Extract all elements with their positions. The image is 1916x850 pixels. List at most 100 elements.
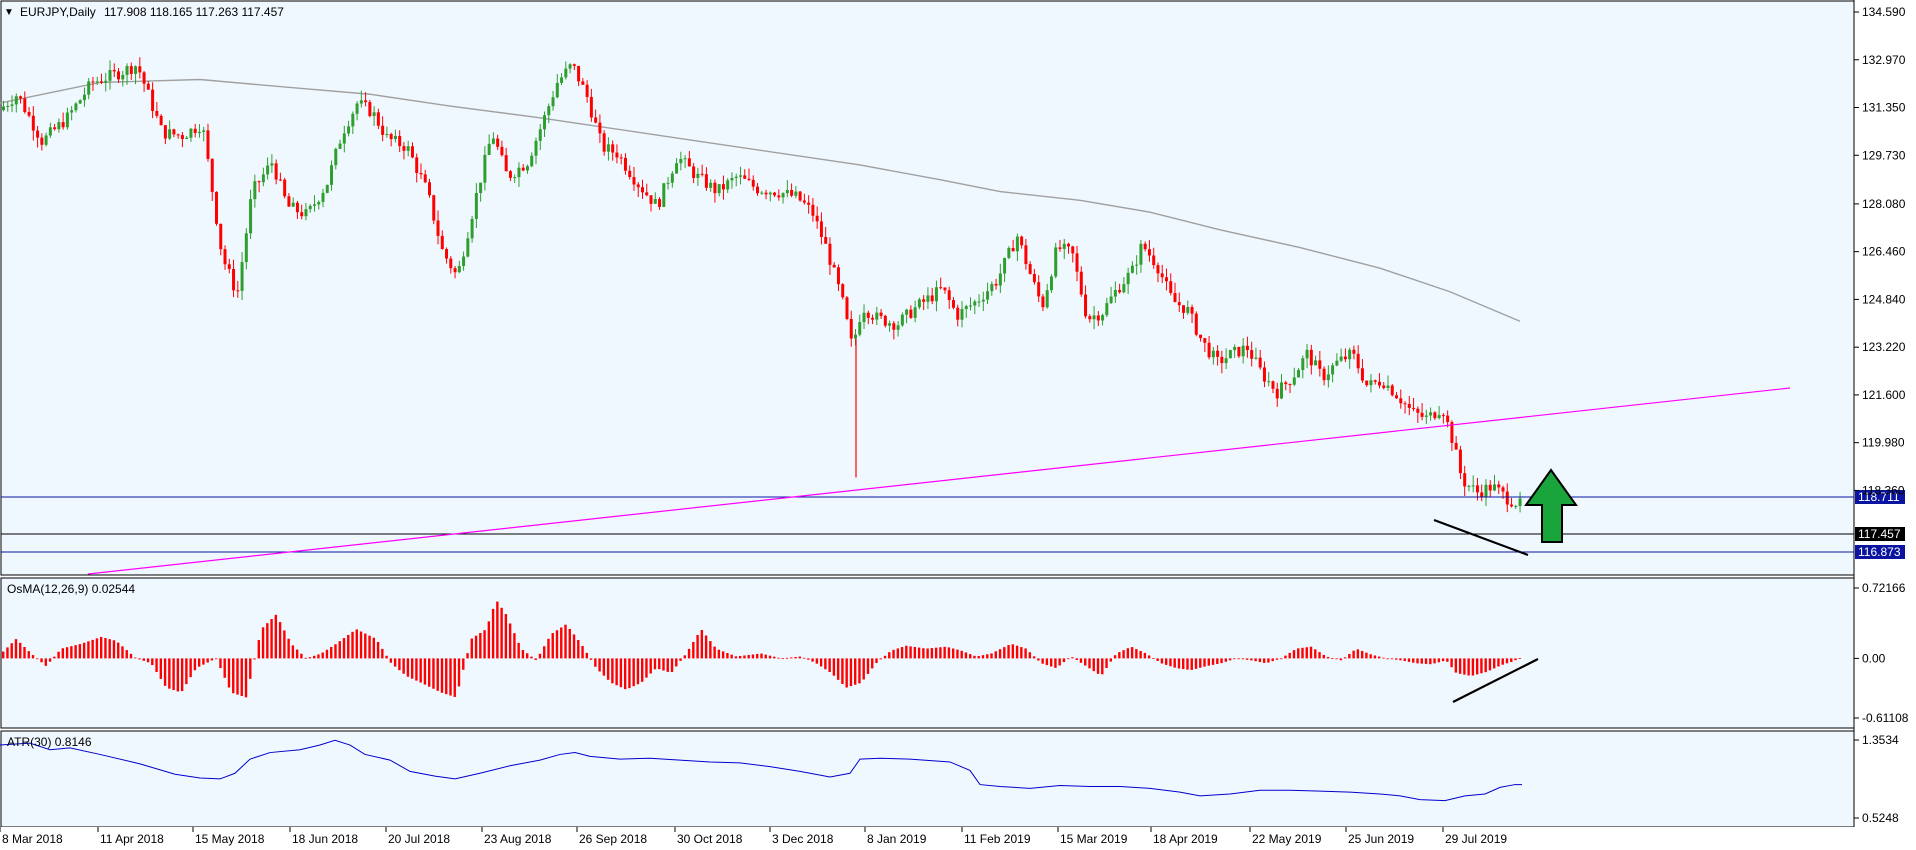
osma-bar <box>1045 658 1049 666</box>
osma-bar <box>496 601 499 659</box>
candle-body <box>330 165 334 185</box>
candle-body <box>1045 290 1049 308</box>
candle-body <box>1446 415 1450 423</box>
candle-body <box>751 179 755 187</box>
candle-body <box>1028 264 1032 274</box>
candle-body <box>922 299 926 302</box>
osma-bar <box>1037 658 1040 661</box>
candle-body <box>432 195 436 221</box>
candle-body <box>815 215 819 222</box>
osma-bar <box>368 635 371 659</box>
osma-bar <box>91 639 94 659</box>
osma-bar <box>768 655 772 659</box>
osma-bar <box>351 631 354 659</box>
candle-body <box>990 283 994 292</box>
osma-bar <box>500 607 503 659</box>
candle-body <box>530 155 534 167</box>
osma-divergence-line[interactable] <box>1452 658 1539 703</box>
osma-bar <box>751 654 755 659</box>
candle-body <box>338 143 342 149</box>
support-trendline[interactable] <box>87 387 1791 575</box>
osma-bar <box>841 658 844 684</box>
candle-body <box>738 175 742 177</box>
candle-body <box>1314 360 1318 366</box>
candle-body <box>521 167 525 171</box>
osma-bar <box>1484 658 1487 673</box>
osma-bar <box>40 658 43 663</box>
candle-body <box>1058 247 1062 249</box>
candle-body <box>964 306 968 310</box>
candle-body <box>1062 243 1066 249</box>
candle-body <box>163 125 167 139</box>
osma-bar <box>168 658 171 689</box>
osma-bar <box>244 658 248 698</box>
candle-body <box>462 256 466 266</box>
candle-body <box>1318 360 1322 369</box>
candle-body <box>653 199 657 204</box>
candle-body <box>1250 350 1254 359</box>
osma-bar <box>598 658 601 672</box>
candle-body <box>692 166 696 178</box>
candle-body <box>48 127 52 136</box>
osma-bar <box>1130 647 1134 659</box>
candle-body <box>679 159 683 164</box>
candle-body <box>747 178 751 180</box>
atr-pane[interactable] <box>0 730 1855 828</box>
candle-body <box>649 195 653 204</box>
osma-bar <box>364 633 367 659</box>
osma-bar <box>619 658 623 688</box>
candle-body <box>1156 265 1160 274</box>
candle-body <box>491 138 495 144</box>
osma-bar <box>1343 657 1347 659</box>
price-tick-label: 132.970 <box>1862 53 1906 67</box>
candle-body <box>794 191 798 196</box>
trendline-group[interactable] <box>87 387 1791 575</box>
osma-bar <box>406 658 410 677</box>
candle-body <box>249 199 253 234</box>
osma-bar <box>1480 658 1483 674</box>
osma-bar <box>947 647 951 659</box>
osma-bar <box>1015 645 1019 659</box>
osma-bar <box>99 636 103 659</box>
candle-body <box>159 115 163 126</box>
atr-line <box>0 739 1522 802</box>
osma-bar <box>538 653 542 659</box>
candle-body <box>2 106 5 111</box>
atr-indicator-label: ATR(30) 0.8146 <box>7 735 92 749</box>
candle-body <box>513 177 517 179</box>
candle-body <box>1032 273 1036 283</box>
candle-body <box>300 212 304 217</box>
osma-bar <box>266 623 269 659</box>
candle-body <box>1152 255 1156 266</box>
price-divergence-line[interactable] <box>1433 518 1529 557</box>
osma-tick-label: 0.00 <box>1862 651 1886 665</box>
osma-bar <box>709 641 712 659</box>
candle-body <box>1348 349 1352 360</box>
candle-body <box>1267 381 1271 383</box>
osma-bar <box>70 646 73 659</box>
candle-body <box>1203 338 1207 343</box>
osma-bar <box>57 651 60 659</box>
osma-bar <box>483 630 486 659</box>
candle-body <box>385 134 389 136</box>
candle-body <box>419 173 423 175</box>
osma-bar <box>551 633 554 659</box>
candle-body <box>1356 353 1360 369</box>
candle-body <box>1514 506 1518 508</box>
candle-body <box>1382 385 1386 389</box>
candle-body <box>1147 249 1151 256</box>
osma-bar <box>1458 658 1462 674</box>
osma-bar <box>994 651 997 659</box>
candle-body <box>364 100 368 103</box>
candle-body <box>909 309 913 318</box>
osma-bar <box>1475 658 1479 675</box>
candle-body <box>347 126 351 134</box>
symbol-menu-icon[interactable]: ▼ <box>4 7 14 18</box>
osma-bar <box>1488 658 1492 671</box>
candle-body <box>351 113 355 127</box>
osma-bar <box>6 647 9 659</box>
candle-body <box>1079 271 1083 295</box>
osma-bar <box>700 629 704 659</box>
osma-bar <box>189 658 192 678</box>
